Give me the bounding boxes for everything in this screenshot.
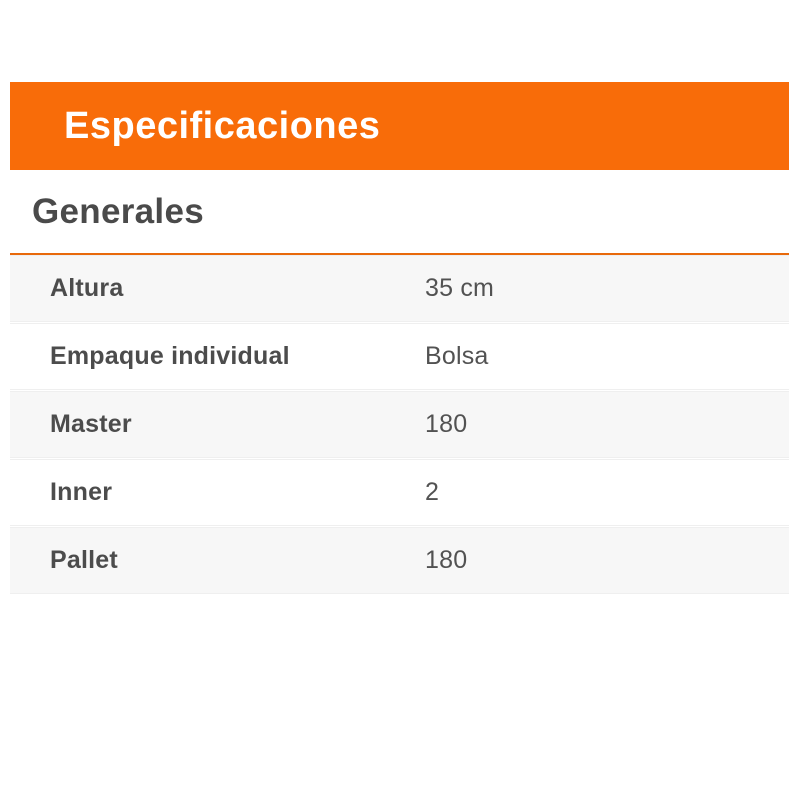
spec-label: Altura — [50, 274, 124, 302]
section-divider-line — [10, 253, 789, 256]
specifications-header-bar: Especificaciones — [10, 82, 789, 170]
generales-section-title: Generales — [32, 192, 204, 231]
spec-label: Empaque individual — [50, 342, 290, 370]
spec-label: Master — [50, 410, 132, 438]
table-row: Inner 2 — [10, 460, 789, 525]
specifications-title: Especificaciones — [64, 104, 381, 147]
table-row: Pallet 180 — [10, 528, 789, 593]
spec-value: Bolsa — [425, 342, 489, 370]
table-row: Altura 35 cm — [10, 256, 789, 321]
table-row: Master 180 — [10, 392, 789, 457]
spec-label: Pallet — [50, 546, 118, 574]
spec-table: Altura 35 cm Empaque individual Bolsa Ma… — [10, 256, 789, 596]
spec-value: 180 — [425, 410, 468, 438]
spec-label: Inner — [50, 478, 113, 506]
spec-value: 35 cm — [425, 274, 495, 302]
table-row: Empaque individual Bolsa — [10, 324, 789, 389]
spec-value: 180 — [425, 546, 468, 574]
spec-value: 2 — [425, 478, 440, 506]
